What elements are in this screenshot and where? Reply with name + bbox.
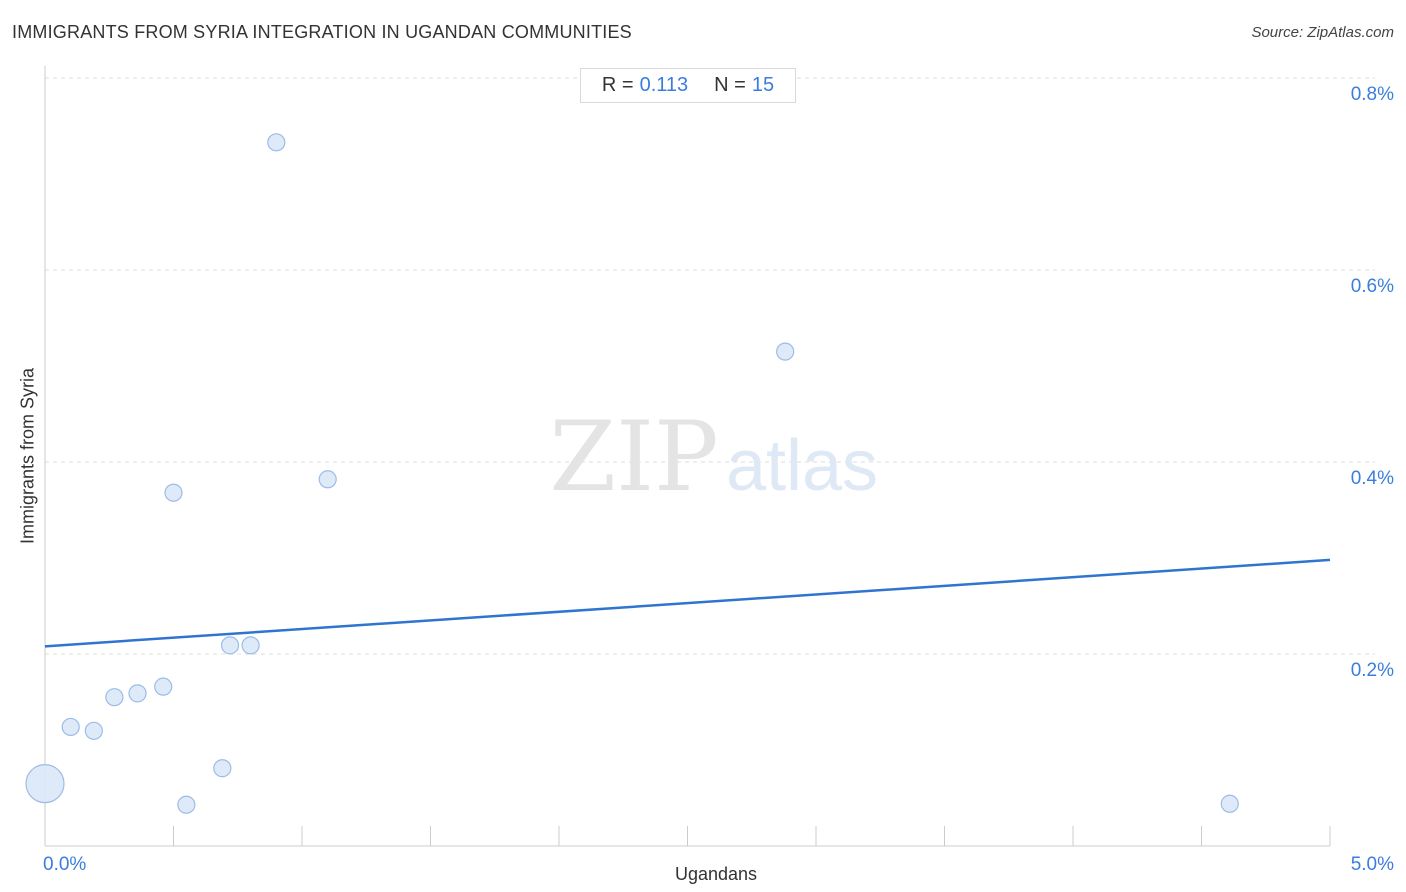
data-points	[25, 133, 1239, 814]
stats-box: R = 0.113 N = 15	[580, 68, 796, 103]
x-tick-label: 5.0%	[1351, 854, 1394, 875]
data-point	[61, 717, 80, 737]
data-point	[318, 470, 337, 489]
data-point	[164, 483, 183, 502]
y-tick-label: 0.2%	[1351, 660, 1394, 681]
watermark-atlas: atlas	[726, 426, 878, 506]
y-tick-label: 0.8%	[1351, 84, 1394, 105]
source-label: Source: ZipAtlas.com	[1251, 24, 1394, 41]
data-point	[105, 688, 124, 707]
trendline	[44, 558, 1331, 648]
data-point	[154, 677, 173, 696]
r-value: 0.113	[639, 74, 689, 96]
data-point	[213, 759, 232, 778]
grid-lines	[45, 77, 1375, 655]
watermark: ZIP atlas	[549, 401, 878, 513]
y-tick-label: 0.4%	[1351, 468, 1394, 489]
data-point	[1220, 794, 1239, 813]
x-tick-label: 0.0%	[43, 854, 86, 875]
chart-title: IMMIGRANTS FROM SYRIA INTEGRATION IN UGA…	[12, 22, 632, 42]
data-point	[776, 342, 795, 361]
watermark-zip: ZIP	[549, 401, 718, 513]
data-point	[84, 721, 103, 740]
r-label: R =	[601, 74, 634, 96]
data-point	[177, 795, 196, 814]
data-point	[220, 636, 240, 655]
trendline-group	[44, 558, 1331, 648]
data-point	[25, 763, 65, 804]
y-axis-label: Immigrants from Syria	[17, 367, 38, 545]
y-tick-label: 0.6%	[1351, 276, 1394, 297]
n-label: N =	[714, 74, 746, 96]
data-point	[241, 636, 260, 655]
n-value: 15	[751, 74, 775, 96]
x-axis-label: Ugandans	[674, 864, 758, 884]
data-point	[128, 684, 147, 703]
data-point	[267, 133, 286, 152]
tick-labels: 0.2% 0.4% 0.6% 0.8% 0.0% 5.0%	[43, 84, 1394, 875]
axes	[44, 66, 1331, 847]
